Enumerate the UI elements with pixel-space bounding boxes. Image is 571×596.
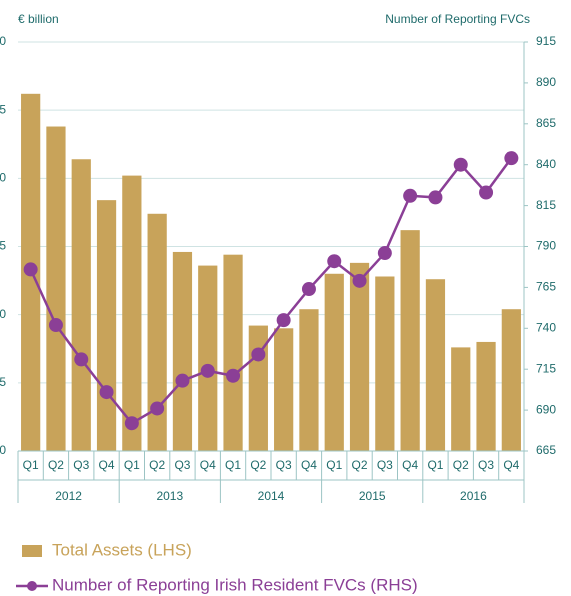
x-tick-label: Q2 [250,458,266,472]
x-tick-label: Q2 [149,458,165,472]
bar [274,328,294,451]
bar [425,279,446,451]
y2-tick-label: 665 [536,443,556,457]
bar [71,159,91,451]
point [301,282,316,297]
bar [375,276,395,451]
point [200,363,215,378]
x-tick-label: Q1 [124,458,140,472]
x-tick-label: Q4 [301,458,317,472]
x-tick-label: Q1 [225,458,241,472]
y2-tick-label: 890 [536,75,556,89]
point [403,188,418,203]
bar [476,341,496,451]
point [377,246,392,261]
x-tick-label: Q1 [326,458,342,472]
y2-tick-label: 815 [536,198,556,212]
bar [223,254,243,451]
x-tick-label: Q2 [352,458,368,472]
y2-tick-label: 690 [536,402,556,416]
x-tick-label: Q1 [23,458,39,472]
x-tick-label: Q1 [427,458,443,472]
y2-tick-label: 765 [536,280,556,294]
x-tick-label: Q3 [276,458,292,472]
y-tick-label: 50 [0,307,6,321]
bar [501,309,521,451]
y-tick-label: 25 [0,375,6,389]
point [150,401,165,416]
y2-tick-label: 740 [536,320,556,334]
point [504,151,519,166]
y2-tick-label: 915 [536,34,556,48]
y-tick-label: 100 [0,171,6,185]
y2-tick-label: 840 [536,157,556,171]
x-tick-label: Q3 [174,458,190,472]
point [327,254,342,269]
point [479,185,494,200]
x-tick-label: Q3 [478,458,494,472]
point [453,157,468,172]
x-tick-label: Q2 [48,458,64,472]
point [226,368,241,383]
x-tick-label: Q3 [73,458,89,472]
bar [400,230,420,451]
legend-label: Number of Reporting Irish Resident FVCs … [52,575,418,594]
point [276,313,291,328]
y2-tick-label: 790 [536,239,556,253]
y-tick-label: 125 [0,102,6,116]
x-tick-label: Q4 [200,458,216,472]
year-label: 2013 [156,489,183,503]
y2-tick-label: 715 [536,361,556,375]
bar [122,175,142,451]
bar [96,200,117,451]
legend-swatch [22,545,42,557]
point [74,352,89,367]
bar [147,213,167,451]
y-tick-label: 75 [0,239,6,253]
y-tick-label: 150 [0,34,6,48]
y-tick-label: 0 [0,443,6,457]
x-tick-label: Q4 [99,458,115,472]
year-label: 2014 [258,489,285,503]
legend-swatch [27,581,37,591]
x-tick-label: Q3 [377,458,393,472]
year-label: 2016 [460,489,487,503]
y2-tick-label: 865 [536,116,556,130]
legend-label: Total Assets (LHS) [52,540,192,559]
bar [46,126,66,451]
point [175,373,190,388]
bar [349,262,370,451]
point [251,347,266,362]
bar [324,273,344,451]
year-label: 2012 [55,489,82,503]
x-tick-label: Q2 [453,458,469,472]
bar [451,347,471,451]
point [48,318,63,333]
bar [198,265,218,451]
bar [299,309,319,451]
point [428,190,443,205]
bar [172,251,193,451]
x-tick-label: Q4 [402,458,418,472]
x-tick-label: Q4 [503,458,519,472]
y-axis-label: € billion [18,12,59,26]
point [23,262,38,277]
point [124,416,139,431]
point [99,385,114,400]
year-label: 2015 [359,489,386,503]
y2-axis-label: Number of Reporting FVCs [385,12,530,26]
point [352,273,367,288]
